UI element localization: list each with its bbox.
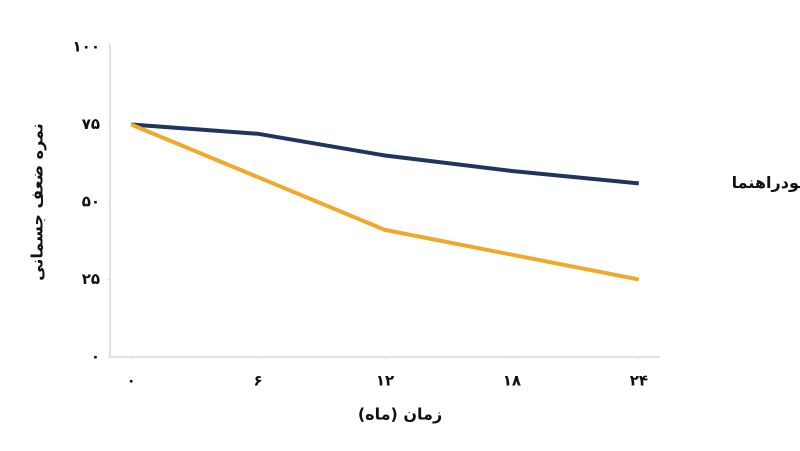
y-axis-title: نمره ضعف جسمانی: [28, 123, 47, 281]
y-tick-label: ۱۰۰: [73, 38, 100, 56]
y-tick-label: ۵۰: [82, 193, 100, 211]
y-tick-label: ۷۵: [82, 115, 100, 133]
series-line: [131, 125, 639, 280]
x-tick-label: ۱۸: [503, 372, 521, 390]
x-tick-label: ۱۲: [376, 372, 394, 390]
x-tick-label: ۲۴: [630, 372, 648, 390]
series-label: خودراهنما: [732, 173, 800, 192]
y-tick-label: ۲۵: [82, 270, 100, 288]
x-tick-label: ۰: [127, 372, 136, 390]
x-axis-title: زمان (ماه): [358, 405, 442, 424]
y-tick-label: ۰: [91, 348, 100, 366]
series-line: [131, 125, 639, 184]
x-tick-label: ۶: [253, 372, 262, 390]
